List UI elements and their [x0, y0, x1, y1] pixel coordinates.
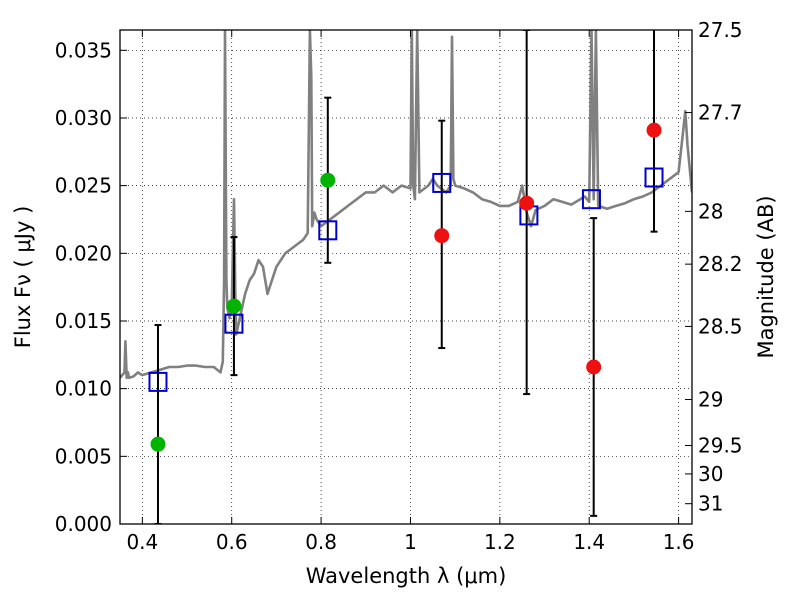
plot-area: [120, 30, 692, 524]
y-tick-label: 0.010: [55, 377, 112, 401]
mag-tick-label: 30: [698, 462, 723, 486]
y-tick-label: 0.020: [55, 241, 112, 265]
x-ticks: 0.4 0.6 0.8 1 1.2 1.4 1.6: [126, 30, 695, 554]
photometry-point: [586, 359, 602, 375]
y-tick-label: 0.035: [55, 38, 112, 62]
plot-content: [120, 30, 692, 524]
x-tick-label: 1.2: [484, 530, 516, 554]
y-tick-label: 0.005: [55, 444, 112, 468]
mag-tick-label: 28.2: [698, 252, 743, 276]
x-tick-label: 0.4: [126, 530, 158, 554]
model-square-marker: [581, 189, 601, 210]
mag-tick-label: 31: [698, 492, 723, 516]
y-tick-label: 0.030: [55, 106, 112, 130]
model-square-marker: [318, 220, 338, 241]
x-tick-label: 1.6: [663, 530, 695, 554]
y-tick-label: 0.000: [55, 512, 112, 536]
photometry-point: [646, 122, 662, 138]
model-square-marker: [432, 172, 452, 193]
y-ticks: 0.000 0.005 0.010 0.015 0.020 0.025 0.030 0.035: [55, 38, 127, 536]
y2-axis-label: Magnitude (AB): [754, 195, 778, 358]
grid-lines: [120, 30, 692, 525]
mag-tick-label: 29: [698, 387, 723, 411]
model-square-marker: [148, 371, 168, 392]
x-tick-label: 1.4: [573, 530, 605, 554]
photometry-point: [519, 195, 535, 211]
x-tick-label: 1: [404, 530, 417, 554]
mag-tick-label: 28.5: [698, 314, 743, 338]
model-square-marker: [644, 167, 664, 188]
x-tick-label: 0.8: [305, 530, 337, 554]
y-tick-label: 0.025: [55, 174, 112, 198]
y-axis-label: Flux Fν ( μJy ): [11, 206, 35, 349]
x-tick-label: 0.6: [216, 530, 248, 554]
photometry-point: [434, 228, 450, 244]
mag-ticks: 27.5 27.7 28 28.2 28.5 29 29.5 30 31: [685, 18, 743, 516]
plot-frame: [119, 29, 693, 525]
template-spectrum-line: [120, 30, 692, 380]
mag-tick-label: 27.7: [698, 101, 743, 125]
x-axis-label: Wavelength λ (μm): [306, 564, 507, 588]
model-square-marker: [224, 313, 244, 334]
mag-tick-label: 29.5: [698, 434, 743, 458]
photometry-point: [320, 172, 336, 188]
y-tick-label: 0.015: [55, 309, 112, 333]
mag-tick-label: 27.5: [698, 18, 743, 42]
photometry-point: [150, 436, 166, 452]
photometry-point: [226, 298, 242, 314]
mag-tick-label: 28: [698, 199, 723, 223]
